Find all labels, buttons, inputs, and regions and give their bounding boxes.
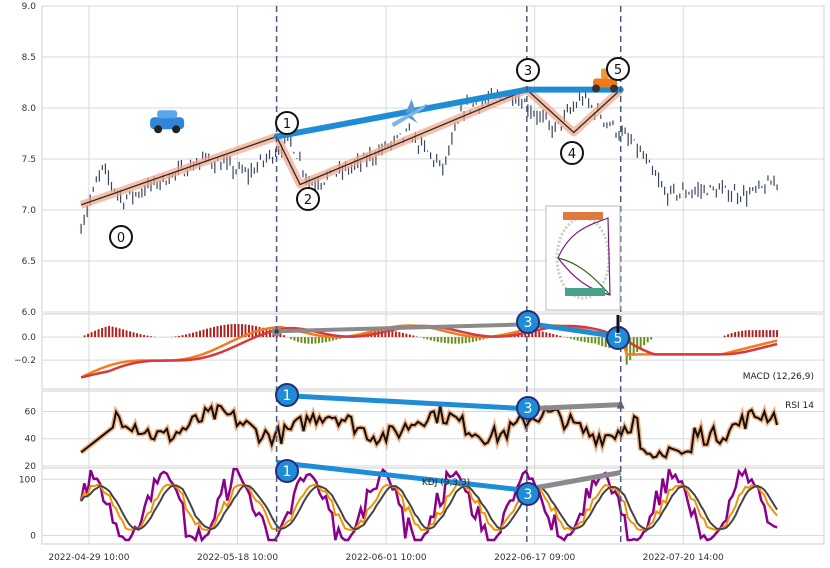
inset-bar — [563, 212, 603, 220]
x-tick-label: 2022-06-17 09:00 — [494, 553, 575, 563]
airplane-icon — [391, 99, 428, 128]
plane-wing — [405, 99, 416, 114]
car-wheel — [172, 125, 181, 134]
macd-wave-line — [526, 320, 622, 340]
wave-label-text: 2 — [304, 193, 312, 208]
y-tick-label: 20 — [25, 462, 37, 472]
wave-label-circle — [275, 383, 299, 407]
car-icon — [150, 110, 185, 134]
inset-bar — [565, 288, 605, 296]
y-tick-label: 60 — [25, 407, 37, 417]
macd-label: MACD (12,26,9) — [743, 372, 814, 382]
y-tick-label: 0.0 — [22, 333, 37, 343]
y-tick-label: 0 — [30, 532, 36, 542]
axes-labels: 9.08.58.07.57.06.56.00.0−0.2604020100020… — [14, 2, 814, 563]
macd-divergence-line — [276, 322, 527, 334]
scooter-body — [593, 78, 618, 88]
y-tick-label: 7.0 — [22, 206, 37, 216]
kdj-panel — [79, 459, 778, 543]
rsi-wave-line — [276, 392, 527, 412]
rsi-wave-label-3: 3 — [516, 396, 540, 420]
wave-label-text: 5 — [614, 63, 622, 78]
wave-label-text: 1 — [283, 117, 291, 132]
wave-label-circle — [516, 482, 540, 506]
y-tick-label: −0.2 — [14, 356, 36, 366]
wave-label-circle — [516, 396, 540, 420]
x-tick-label: 2022-04-29 10:00 — [48, 553, 129, 563]
rsi-wave-label-1: 1 — [275, 383, 299, 407]
plane-wing — [407, 116, 418, 124]
wave-label-text: 1 — [283, 464, 292, 480]
rsi-divergence-line — [526, 402, 621, 412]
inset-figure — [545, 205, 621, 311]
kdj-wave-label-3: 3 — [516, 482, 540, 506]
wave-label-text: 3 — [524, 487, 533, 503]
markers — [150, 68, 619, 134]
wave-label-4: 4 — [560, 141, 584, 165]
kdj-j-line — [79, 466, 778, 543]
wave-label-text: 4 — [568, 147, 576, 162]
rsi-line — [80, 404, 779, 459]
wave-label-text: 3 — [524, 64, 532, 79]
kdj-label: KDJ (9,3,3) — [422, 478, 470, 488]
y-tick-label: 8.0 — [22, 104, 37, 114]
wave-labels: 0 1 2 3 4 5 3 5 1 3 1 3 — [109, 57, 630, 506]
y-tick-label: 8.5 — [22, 53, 36, 63]
x-tick-label: 2022-06-01 10:00 — [346, 553, 427, 563]
wave-label-text: 0 — [117, 231, 125, 246]
kdj-wave-line — [276, 459, 528, 494]
rsi-panel — [79, 392, 780, 462]
y-tick-label: 100 — [19, 475, 36, 485]
scooter-wheel — [610, 84, 619, 93]
kdj-divergence-line — [526, 470, 622, 492]
wave-label-circle — [560, 141, 584, 165]
wave-label-text: 3 — [524, 315, 533, 331]
kdj-wave-label-1: 1 — [275, 459, 299, 483]
y-tick-label: 7.5 — [22, 155, 36, 165]
car-wheel — [154, 125, 163, 134]
rsi-star-icon — [616, 399, 625, 409]
y-tick-label: 6.0 — [22, 308, 37, 318]
wave-label-text: 5 — [614, 331, 623, 347]
scooter-wheel — [592, 84, 601, 93]
panel-frames — [41, 5, 825, 545]
wave-label-text: 1 — [283, 388, 292, 404]
wave-label-1: 1 — [275, 111, 299, 135]
y-tick-label: 9.0 — [22, 2, 37, 12]
wave-label-3: 3 — [516, 58, 540, 82]
wave-line — [80, 88, 622, 206]
wave-label-circle — [606, 57, 630, 81]
wave-label-circle — [275, 459, 299, 483]
wave-label-circle — [296, 187, 320, 211]
x-tick-label: 2022-07-20 14:00 — [643, 553, 724, 563]
car-roof — [157, 110, 178, 119]
wave-label-circle — [275, 111, 299, 135]
plane-body — [391, 103, 428, 128]
wave-label-5: 5 — [606, 57, 630, 81]
macd-wave-label-3: 3 — [516, 310, 540, 334]
wave-label-2: 2 — [296, 187, 320, 211]
wave-label-0: 0 — [109, 225, 133, 249]
x-tick-label: 2022-05-18 10:00 — [197, 553, 278, 563]
y-tick-label: 40 — [25, 435, 37, 445]
inset-curve — [557, 217, 611, 296]
wave-label-circle — [516, 58, 540, 82]
kdj-k-line — [80, 483, 778, 531]
kdj-d-line — [80, 484, 778, 531]
wave-label-circle — [109, 225, 133, 249]
y-tick-label: 6.5 — [22, 257, 36, 267]
wave-label-circle — [516, 310, 540, 334]
rsi-label: RSI 14 — [785, 401, 814, 411]
wave-label-text: 3 — [524, 401, 533, 417]
